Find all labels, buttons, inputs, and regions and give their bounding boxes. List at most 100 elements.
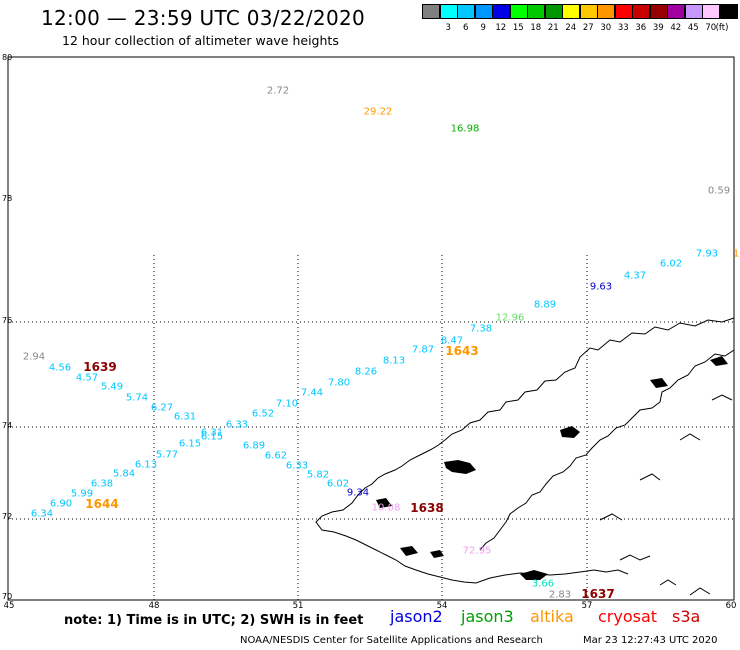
legend-label: 30 xyxy=(600,23,612,33)
wave-height-value: 2.72 xyxy=(266,85,290,97)
legend-label: 15 xyxy=(512,23,524,33)
wave-height-value: 6.02 xyxy=(326,478,350,490)
wave-height-value: 6.52 xyxy=(251,408,275,420)
lat-label-70: 70 xyxy=(2,592,13,601)
wave-height-value: 6.34 xyxy=(30,508,54,520)
wave-height-value: 6.33 xyxy=(285,460,309,472)
legend-unit: (ft) xyxy=(715,23,729,33)
wave-height-value: 16.98 xyxy=(450,123,480,135)
wave-height-value: 7.44 xyxy=(300,387,324,399)
lat-label-76: 76 xyxy=(2,316,13,325)
wave-height-value: 7.38 xyxy=(469,323,493,335)
legend-label: 18 xyxy=(530,23,542,33)
pass-time-label: 1637 xyxy=(581,587,615,601)
wave-height-value: 4.37 xyxy=(623,270,647,282)
wave-height-value: 6.15 xyxy=(200,431,224,443)
legend-label: 9 xyxy=(480,23,486,33)
wave-height-value: 2.83 xyxy=(548,589,572,601)
pass-time-label: 1644 xyxy=(85,497,119,511)
wave-height-value: 7.93 xyxy=(695,248,719,260)
wave-height-value: 0.59 xyxy=(707,185,731,197)
wave-height-value: 5.99 xyxy=(70,488,94,500)
wave-height-value: 6.38 xyxy=(90,478,114,490)
wave-height-value: 6.31 xyxy=(200,427,224,439)
lon-label-60: 60 xyxy=(725,601,737,611)
footer-timestamp: Mar 23 12:27:43 UTC 2020 xyxy=(583,635,718,646)
legend-label: 45 xyxy=(687,23,699,33)
satellite-jason2: jason2 xyxy=(390,607,443,626)
wave-height-value: 6.33 xyxy=(225,419,249,431)
wave-height-value: 3.66 xyxy=(531,578,555,590)
wave-height-value: 7.10 xyxy=(275,398,299,410)
legend-label: 12 xyxy=(495,23,507,33)
greenland-island-2 xyxy=(560,426,580,438)
wave-height-value: 72.95 xyxy=(462,545,492,557)
footer-note: note: 1) Time is in UTC; 2) SWH is in fe… xyxy=(64,613,364,628)
satellite-cryosat: cryosat xyxy=(598,607,658,626)
legend-label: 70 xyxy=(705,23,717,33)
graticule xyxy=(8,255,734,600)
legend-label: 33 xyxy=(617,23,629,33)
legend-label: 36 xyxy=(635,23,647,33)
lat-label-80: 80 xyxy=(2,53,13,62)
wave-height-value: 4.57 xyxy=(75,372,99,384)
wave-height-value: 5.49 xyxy=(100,381,124,393)
map-title: 12:00 — 23:59 UTC 03/22/2020 xyxy=(41,6,366,30)
greenland-island-3 xyxy=(650,378,668,388)
lon-label-54: 54 xyxy=(436,601,448,611)
legend-label: 39 xyxy=(652,23,664,33)
greenland-island-1 xyxy=(444,460,476,474)
legend-label: 24 xyxy=(565,23,577,33)
wave-height-value: 9.63 xyxy=(589,281,613,293)
wave-height-value: 8.26 xyxy=(354,366,378,378)
pass-time-label: 1643 xyxy=(445,344,479,358)
wave-height-value: 2.94 xyxy=(22,351,46,363)
lat-label-74: 74 xyxy=(2,421,13,430)
wave-height-value: 8.13 xyxy=(382,355,406,367)
greenland-fjords xyxy=(599,394,733,596)
wave-height-value: 5.77 xyxy=(155,449,179,461)
wave-height-value: 6.27 xyxy=(150,402,174,414)
wave-height-value: 8.47 xyxy=(440,335,464,347)
legend-label: 21 xyxy=(547,23,559,33)
wave-height-value: 9.34 xyxy=(346,487,370,499)
footer-credit: NOAA/NESDIS Center for Satellite Applica… xyxy=(240,635,543,646)
wave-height-value: 5.82 xyxy=(306,469,330,481)
pass-time-label: 1638 xyxy=(410,501,444,515)
wave-height-value: 6.31 xyxy=(173,411,197,423)
legend-swatch xyxy=(719,4,738,19)
lon-label-57: 57 xyxy=(581,601,593,611)
map-subtitle: 12 hour collection of altimeter wave hei… xyxy=(62,33,339,48)
satellite-jason3: jason3 xyxy=(461,607,514,626)
wave-height-value: 6.13 xyxy=(134,459,158,471)
greenland-coastline xyxy=(315,317,735,584)
wave-height-value: 6.15 xyxy=(178,438,202,450)
wave-height-value: 29.22 xyxy=(363,106,393,118)
wave-height-value: 1 xyxy=(732,248,740,260)
legend-label: 42 xyxy=(670,23,682,33)
wave-height-value: 6.90 xyxy=(49,498,73,510)
wave-height-value: 4.56 xyxy=(48,362,72,374)
wave-height-value: 6.02 xyxy=(659,258,683,270)
wave-height-value: 10.08 xyxy=(371,502,401,514)
wave-height-value: 5.84 xyxy=(112,468,136,480)
satellite-altika: altika xyxy=(530,607,574,626)
wave-height-value: 7.80 xyxy=(327,377,351,389)
satellite-s3a: s3a xyxy=(672,607,701,626)
lat-label-72: 72 xyxy=(2,512,13,521)
greenland-island-5 xyxy=(376,498,392,508)
wave-height-value: 7.87 xyxy=(411,344,435,356)
lon-label-45: 45 xyxy=(3,601,15,611)
greenland-island-6 xyxy=(520,570,548,580)
lon-label-48: 48 xyxy=(148,601,160,611)
legend-label: 3 xyxy=(445,23,451,33)
greenland-island-8 xyxy=(430,550,444,558)
legend-label: 6 xyxy=(463,23,469,33)
map-frame xyxy=(7,56,735,601)
legend-label: 27 xyxy=(582,23,594,33)
wave-height-value: 12.96 xyxy=(495,312,525,324)
wave-height-value: 8.89 xyxy=(533,299,557,311)
greenland-interior-shore xyxy=(479,349,735,551)
